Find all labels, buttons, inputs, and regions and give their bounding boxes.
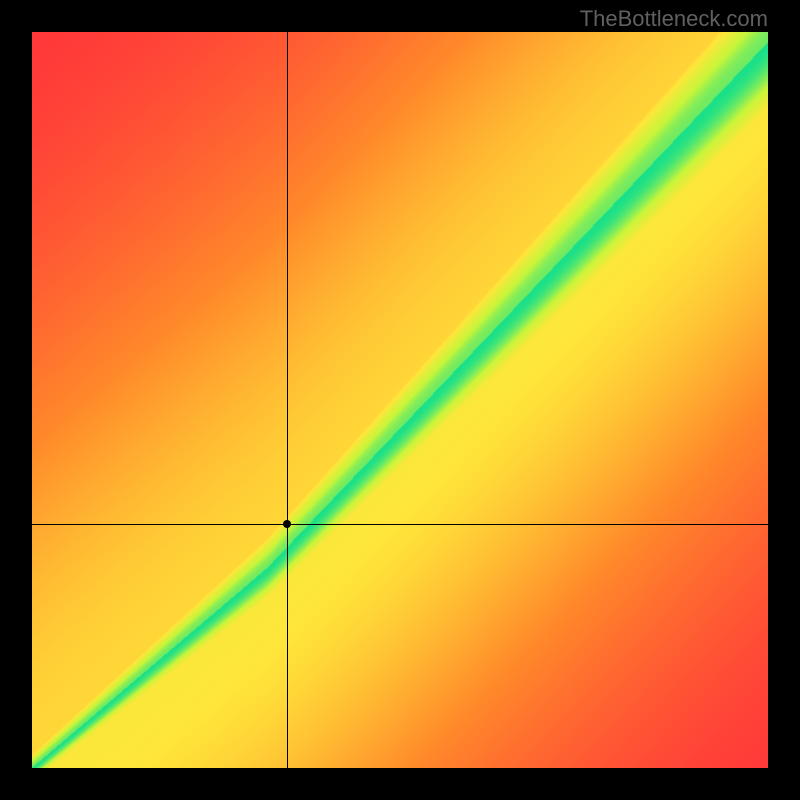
crosshair-marker xyxy=(283,520,291,528)
watermark-text: TheBottleneck.com xyxy=(580,6,768,32)
crosshair-horizontal xyxy=(32,524,768,525)
bottleneck-heatmap xyxy=(32,32,768,768)
plot-area xyxy=(32,32,768,768)
crosshair-vertical xyxy=(287,32,288,768)
